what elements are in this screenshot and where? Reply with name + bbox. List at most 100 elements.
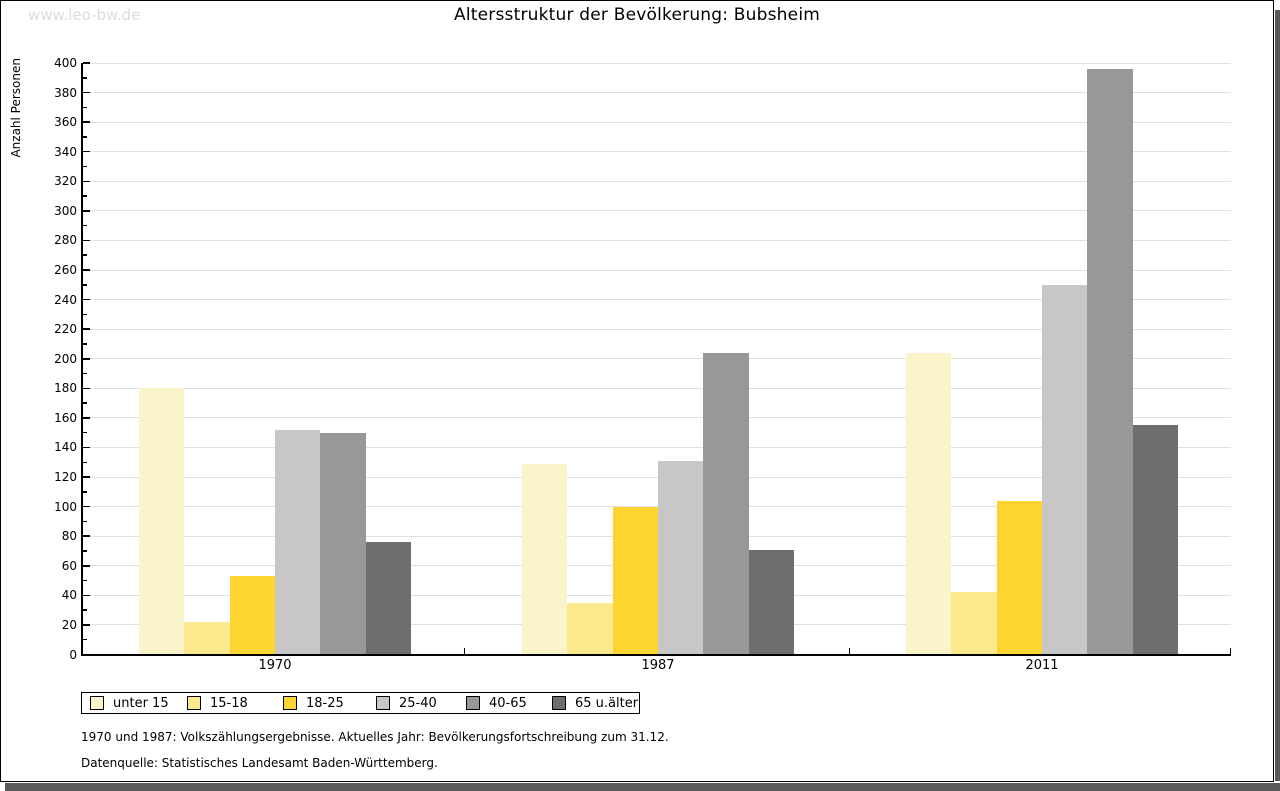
y-tick-label-320: 320 bbox=[54, 174, 77, 189]
y-tick-280 bbox=[83, 239, 90, 242]
footnote-sources: 1970 und 1987: Volkszählungsergebnisse. … bbox=[81, 730, 669, 744]
y-tick-20 bbox=[83, 624, 90, 626]
y-tick-label-400: 400 bbox=[54, 56, 77, 70]
legend-label: 25-40 bbox=[399, 695, 437, 711]
y-tick-50 bbox=[83, 579, 87, 582]
legend-swatch-icon bbox=[466, 696, 480, 710]
y-tick-30 bbox=[83, 609, 87, 611]
bar-15-18-1987 bbox=[567, 602, 613, 655]
y-tick-label-160: 160 bbox=[54, 410, 77, 425]
legend-entry-25-40: 25-40 bbox=[376, 693, 437, 713]
y-tick-label-40: 40 bbox=[61, 588, 77, 603]
gridline-200 bbox=[83, 358, 1231, 360]
bar-25-40-2011 bbox=[1041, 284, 1088, 655]
y-tick-220 bbox=[83, 328, 90, 330]
gridline-240 bbox=[83, 299, 1231, 301]
bar-40-65-1970 bbox=[320, 432, 366, 655]
y-axis-title: Anzahl Personen bbox=[9, 58, 23, 158]
bar-65-u.älter-1987 bbox=[748, 549, 794, 655]
y-tick-340 bbox=[83, 150, 90, 153]
bar-15-18-2011 bbox=[951, 592, 997, 655]
y-tick-390 bbox=[83, 77, 87, 79]
gridline-360 bbox=[83, 121, 1231, 123]
gridline-180 bbox=[83, 387, 1231, 389]
y-tick-330 bbox=[83, 165, 87, 168]
y-tick-290 bbox=[83, 224, 87, 227]
vertical-scrollbar[interactable] bbox=[1275, 10, 1280, 781]
gridline-400 bbox=[83, 62, 1231, 64]
bar-18-25-1970 bbox=[229, 576, 275, 655]
gridline-340 bbox=[83, 151, 1231, 153]
y-tick-320 bbox=[83, 180, 90, 183]
y-tick-label-60: 60 bbox=[61, 558, 77, 573]
x-group-tick-2 bbox=[1229, 647, 1231, 654]
y-tick-160 bbox=[83, 417, 90, 419]
plot-area: 0 20 40 60 80 100 120 140 160 180 200 220 240 260 280 3… bbox=[1, 1, 1273, 781]
bar-40-65-2011 bbox=[1087, 68, 1133, 655]
bar-65-u.älter-1970 bbox=[365, 542, 411, 655]
y-tick-label-300: 300 bbox=[54, 203, 77, 218]
legend-swatch-icon bbox=[187, 696, 201, 710]
y-tick-110 bbox=[83, 491, 87, 493]
gridline-320 bbox=[83, 180, 1231, 182]
y-tick-270 bbox=[83, 254, 87, 256]
bar-unter-15-2011 bbox=[906, 352, 952, 655]
gridline-260 bbox=[83, 269, 1231, 271]
y-tick-10 bbox=[83, 638, 87, 641]
x-group-tick-0 bbox=[463, 647, 465, 654]
y-tick-label-120: 120 bbox=[54, 470, 77, 485]
y-tick-170 bbox=[83, 402, 87, 404]
legend-entry-15-18: 15-18 bbox=[187, 693, 248, 713]
x-tick-label-1987: 1987 bbox=[641, 658, 675, 673]
y-tick-230 bbox=[83, 313, 87, 316]
y-tick-310 bbox=[83, 195, 87, 197]
y-tick-label-140: 140 bbox=[54, 440, 77, 455]
y-tick-400 bbox=[83, 62, 90, 64]
gridline-380 bbox=[83, 92, 1231, 94]
gridline-220 bbox=[83, 328, 1231, 330]
y-tick-label-180: 180 bbox=[54, 381, 77, 396]
y-axis bbox=[81, 63, 83, 656]
bar-18-25-2011 bbox=[996, 500, 1042, 655]
x-tick-label-1970: 1970 bbox=[258, 658, 292, 673]
legend-entry-65-u.älter: 65 u.älter bbox=[552, 693, 638, 713]
legend-label: 40-65 bbox=[489, 695, 527, 711]
x-tick-label-2011: 2011 bbox=[1025, 658, 1059, 673]
y-tick-label-240: 240 bbox=[54, 292, 77, 307]
legend: unter 15 15-18 18-25 25-40 40-65 65 u.älter bbox=[81, 692, 640, 714]
legend-label: 65 u.älter bbox=[575, 695, 639, 711]
bar-40-65-1987 bbox=[703, 352, 749, 655]
horizontal-scrollbar[interactable] bbox=[5, 783, 1280, 791]
y-tick-90 bbox=[83, 520, 87, 523]
y-tick-label-20: 20 bbox=[61, 617, 77, 632]
bar-unter-15-1970 bbox=[139, 388, 185, 655]
y-tick-label-360: 360 bbox=[54, 115, 77, 130]
y-tick-380 bbox=[83, 91, 90, 94]
y-tick-150 bbox=[83, 431, 87, 434]
gridline-300 bbox=[83, 210, 1231, 212]
bar-25-40-1987 bbox=[657, 460, 704, 655]
bar-18-25-1987 bbox=[612, 506, 658, 655]
y-tick-label-200: 200 bbox=[54, 351, 77, 366]
y-tick-200 bbox=[83, 358, 90, 360]
bar-unter-15-1987 bbox=[522, 463, 568, 655]
y-tick-label-380: 380 bbox=[54, 85, 77, 100]
gridline-140 bbox=[83, 446, 1231, 448]
legend-label: unter 15 bbox=[113, 695, 169, 711]
legend-entry-18-25: 18-25 bbox=[283, 693, 344, 713]
y-tick-250 bbox=[83, 284, 87, 286]
y-tick-label-260: 260 bbox=[54, 263, 77, 278]
footnote-dataquelle: Datenquelle: Statistisches Landesamt Bad… bbox=[81, 756, 438, 770]
y-tick-70 bbox=[83, 550, 87, 552]
chart-title: Altersstruktur der Bevölkerung: Bubsheim bbox=[454, 5, 820, 25]
x-group-tick-1 bbox=[848, 647, 850, 654]
y-tick-350 bbox=[83, 136, 87, 138]
legend-swatch-icon bbox=[552, 696, 566, 710]
gridline-280 bbox=[83, 239, 1231, 241]
y-tick-130 bbox=[83, 461, 87, 463]
x-axis bbox=[81, 653, 1231, 656]
legend-label: 18-25 bbox=[306, 695, 344, 711]
y-tick-240 bbox=[83, 298, 90, 301]
y-tick-360 bbox=[83, 121, 90, 123]
